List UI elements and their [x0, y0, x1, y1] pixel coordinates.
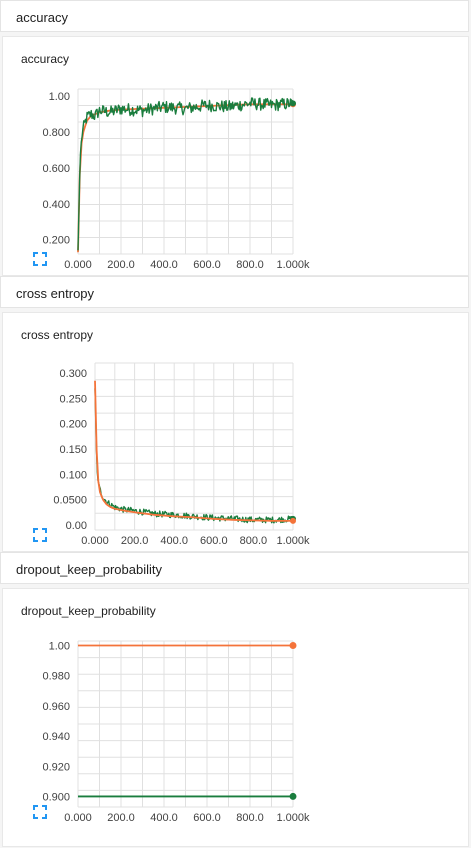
- y-tick-label: 0.100: [59, 469, 87, 481]
- y-tick-label: 0.150: [59, 444, 87, 456]
- x-tick-label: 600.0: [193, 259, 221, 271]
- x-tick-label: 1.000k: [276, 535, 310, 547]
- chart-title: accuracy: [21, 52, 70, 66]
- series-end-point-test: [290, 100, 296, 107]
- series-line-test: [77, 97, 294, 251]
- x-tick-label: 200.0: [121, 535, 149, 547]
- x-tick-label: 800.0: [236, 259, 264, 271]
- y-tick-label: 0.800: [42, 127, 70, 139]
- y-tick-label: 1.00: [49, 641, 70, 653]
- fullscreen-icon-corner: [33, 261, 38, 266]
- x-tick-label: 400.0: [160, 535, 188, 547]
- y-tick-label: 0.940: [42, 731, 70, 743]
- fullscreen-icon-corner: [42, 814, 47, 819]
- series-line-train: [94, 380, 293, 522]
- section-0: accuracy accuracy 0.200 0.400 0.600 0.800 1.00…: [0, 0, 471, 276]
- y-tick-label: 0.300: [59, 368, 87, 380]
- y-tick-label: 0.00: [66, 520, 87, 532]
- x-tick-label: 400.0: [150, 259, 178, 271]
- y-tick-label: 0.400: [42, 199, 70, 211]
- fullscreen-icon-corner: [42, 261, 47, 266]
- y-tick-label: 0.600: [42, 163, 70, 175]
- fullscreen-icon-corner: [42, 537, 47, 542]
- section-header[interactable]: accuracy: [0, 0, 469, 32]
- x-tick-label: 600.0: [193, 812, 221, 824]
- fullscreen-icon-corner: [42, 805, 47, 810]
- fullscreen-icon-corner: [33, 805, 38, 810]
- fullscreen-icon-corner: [33, 814, 38, 819]
- x-tick-label: 400.0: [150, 812, 178, 824]
- y-tick-label: 1.00: [49, 91, 70, 103]
- y-tick-label: 0.200: [59, 419, 87, 431]
- fullscreen-icon-corner: [33, 528, 38, 533]
- fullscreen-icon-corner: [42, 528, 47, 533]
- section-title: cross entropy: [16, 286, 95, 301]
- x-tick-label: 200.0: [107, 259, 135, 271]
- x-tick-label: 800.0: [240, 535, 268, 547]
- fullscreen-icon[interactable]: [33, 528, 47, 542]
- x-tick-label: 800.0: [236, 812, 264, 824]
- section-2: dropout_keep_probability dropout_keep_pro…: [0, 552, 471, 847]
- y-tick-label: 0.900: [42, 791, 70, 803]
- x-tick-label: 0.000: [64, 259, 92, 271]
- x-tick-label: 1.000k: [276, 812, 310, 824]
- section-title: dropout_keep_probability: [16, 562, 162, 577]
- section-title: accuracy: [16, 10, 69, 25]
- section-header[interactable]: dropout_keep_probability: [0, 552, 469, 584]
- y-tick-label: 0.0500: [53, 495, 87, 507]
- x-tick-label: 1.000k: [276, 259, 310, 271]
- x-tick-label: 200.0: [107, 812, 135, 824]
- chart-card: cross entropy 0.00 0.0500 0.100 0.150 0.200 0.…: [2, 312, 469, 552]
- x-tick-label: 0.000: [64, 812, 92, 824]
- x-tick-label: 0.000: [81, 535, 109, 547]
- y-tick-label: 0.920: [42, 761, 70, 773]
- fullscreen-icon-corner: [42, 252, 47, 257]
- y-tick-label: 0.200: [42, 235, 70, 247]
- chart-card: accuracy 0.200 0.400 0.600 0.800 1.00 0.000 200…: [2, 36, 469, 276]
- chart-title: cross entropy: [21, 328, 94, 342]
- chart-svg: 0.900 0.920 0.940 0.960 0.980 1.00 0.000 200.0 4…: [42, 640, 310, 824]
- chart-title: dropout_keep_probability: [21, 604, 156, 618]
- section-header[interactable]: cross entropy: [0, 276, 469, 308]
- series-line-test: [94, 388, 294, 524]
- series-end-point-test: [289, 792, 297, 800]
- x-tick-label: 600.0: [200, 535, 228, 547]
- chart-svg: 0.200 0.400 0.600 0.800 1.00 0.000 200.0 400.0 6…: [42, 88, 310, 271]
- fullscreen-icon-corner: [33, 252, 38, 257]
- chart-card: dropout_keep_probability 0.900 0.920 0.940 0…: [2, 588, 469, 847]
- y-tick-label: 0.960: [42, 701, 70, 713]
- chart-svg: 0.00 0.0500 0.100 0.150 0.200 0.250 0.300 0.000…: [53, 362, 310, 547]
- y-tick-label: 0.980: [42, 671, 70, 683]
- series-end-point-train: [289, 642, 297, 650]
- section-1: cross entropy cross entropy 0.00 0.0500 0.10…: [0, 276, 471, 552]
- fullscreen-icon[interactable]: [33, 805, 47, 819]
- fullscreen-icon[interactable]: [33, 252, 47, 266]
- fullscreen-icon-corner: [33, 537, 38, 542]
- y-tick-label: 0.250: [59, 393, 87, 405]
- series-end-point-train: [290, 517, 296, 524]
